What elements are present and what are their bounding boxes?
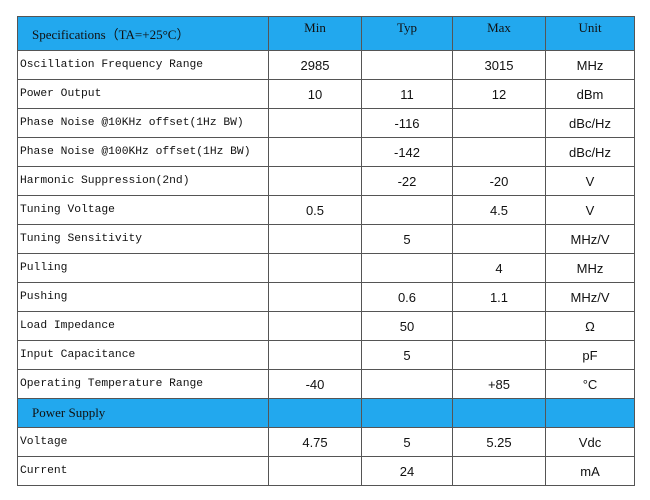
cell [268,340,362,370]
cell: -22 [361,166,453,196]
row-label: Oscillation Frequency Range [17,50,269,80]
cell [268,108,362,138]
cell: Vdc [545,427,635,457]
cell: 3015 [452,50,546,80]
cell [545,398,635,428]
cell: 10 [268,79,362,109]
cell: dBc/Hz [545,137,635,167]
table-row: Power Output 10 11 12 dBm [17,79,635,109]
cell: 5 [361,427,453,457]
table-row: Voltage 4.75 5 5.25 Vdc [17,427,635,457]
table-row: Phase Noise @100KHz offset(1Hz BW) -142 dB… [17,137,635,167]
cell: 5.25 [452,427,546,457]
cell [361,253,453,283]
spec-table: Specifications（TA=+25°C） Min Typ Max Unit Osc… [17,16,635,486]
cell: 5 [361,224,453,254]
cell [452,108,546,138]
cell: 5 [361,340,453,370]
row-label: Phase Noise @100KHz offset(1Hz BW) [17,137,269,167]
cell: 12 [452,79,546,109]
cell: 0.5 [268,195,362,225]
cell [268,166,362,196]
cell: MHz/V [545,224,635,254]
cell: Min [268,16,362,51]
row-label: Tuning Voltage [17,195,269,225]
cell: 11 [361,79,453,109]
row-label: Input Capacitance [17,340,269,370]
header-row: Specifications（TA=+25°C） Min Typ Max Unit [17,16,635,51]
cell: 1.1 [452,282,546,312]
table-row: Power Supply [17,398,635,428]
cell: 24 [361,456,453,486]
cell [452,398,546,428]
cell [361,398,453,428]
cell [361,195,453,225]
table-row: Harmonic Suppression(2nd) -22 -20 V [17,166,635,196]
cell [452,311,546,341]
cell: MHz/V [545,282,635,312]
table-row: Tuning Sensitivity 5 MHz/V [17,224,635,254]
cell: 2985 [268,50,362,80]
row-label: Specifications（TA=+25°C） [17,16,269,51]
cell: -142 [361,137,453,167]
row-label: Voltage [17,427,269,457]
cell [452,340,546,370]
cell: mA [545,456,635,486]
table-row: Load Impedance 50 Ω [17,311,635,341]
row-label: Load Impedance [17,311,269,341]
row-label: Power Supply [17,398,269,428]
cell: Typ [361,16,453,51]
row-label: Operating Temperature Range [17,369,269,399]
cell: 4.75 [268,427,362,457]
cell [268,456,362,486]
cell [452,137,546,167]
table-row: Pushing 0.6 1.1 MHz/V [17,282,635,312]
table-row: Phase Noise @10KHz offset(1Hz BW) -116 dBc… [17,108,635,138]
cell: pF [545,340,635,370]
cell: Max [452,16,546,51]
cell: 4.5 [452,195,546,225]
row-label: Power Output [17,79,269,109]
cell [361,50,453,80]
cell [452,224,546,254]
row-label: Tuning Sensitivity [17,224,269,254]
cell [268,137,362,167]
table-row: Tuning Voltage 0.5 4.5 V [17,195,635,225]
cell: Ω [545,311,635,341]
cell [268,282,362,312]
cell: +85 [452,369,546,399]
row-label: Phase Noise @10KHz offset(1Hz BW) [17,108,269,138]
row-label: Pulling [17,253,269,283]
cell [268,311,362,341]
cell [268,253,362,283]
cell: V [545,195,635,225]
row-label: Current [17,456,269,486]
table-row: Operating Temperature Range -40 +85 °C [17,369,635,399]
cell: Unit [545,16,635,51]
row-label: Harmonic Suppression(2nd) [17,166,269,196]
cell: -20 [452,166,546,196]
cell [361,369,453,399]
cell: dBc/Hz [545,108,635,138]
table-row: Pulling 4 MHz [17,253,635,283]
cell: 0.6 [361,282,453,312]
cell: °C [545,369,635,399]
cell [452,456,546,486]
table-row: Current 24 mA [17,456,635,486]
cell: 50 [361,311,453,341]
cell [268,398,362,428]
table-row: Oscillation Frequency Range 2985 3015 MHz [17,50,635,80]
cell: MHz [545,50,635,80]
cell [268,224,362,254]
cell: 4 [452,253,546,283]
cell: -40 [268,369,362,399]
cell: -116 [361,108,453,138]
cell: dBm [545,79,635,109]
cell: MHz [545,253,635,283]
cell: V [545,166,635,196]
table-row: Input Capacitance 5 pF [17,340,635,370]
row-label: Pushing [17,282,269,312]
